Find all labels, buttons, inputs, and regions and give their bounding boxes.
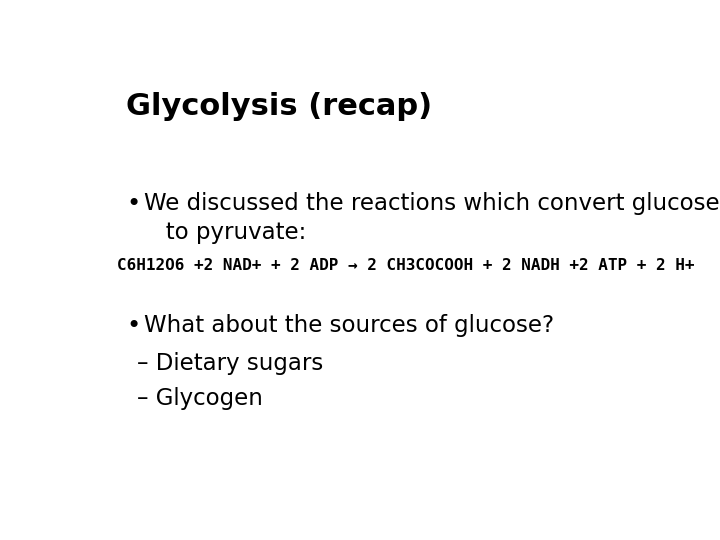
Text: Glycolysis (recap): Glycolysis (recap) [126,92,433,121]
Text: •: • [126,314,140,338]
Text: What about the sources of glucose?: What about the sources of glucose? [144,314,554,338]
Text: We discussed the reactions which convert glucose
   to pyruvate:: We discussed the reactions which convert… [144,192,720,244]
Text: – Dietary sugars: – Dietary sugars [138,352,324,375]
Text: C6H12O6 +2 NAD+ + 2 ADP → 2 CH3COCOOH + 2 NADH +2 ATP + 2 H+: C6H12O6 +2 NAD+ + 2 ADP → 2 CH3COCOOH + … [117,258,694,273]
Text: •: • [126,192,140,215]
Text: – Glycogen: – Glycogen [138,387,264,410]
